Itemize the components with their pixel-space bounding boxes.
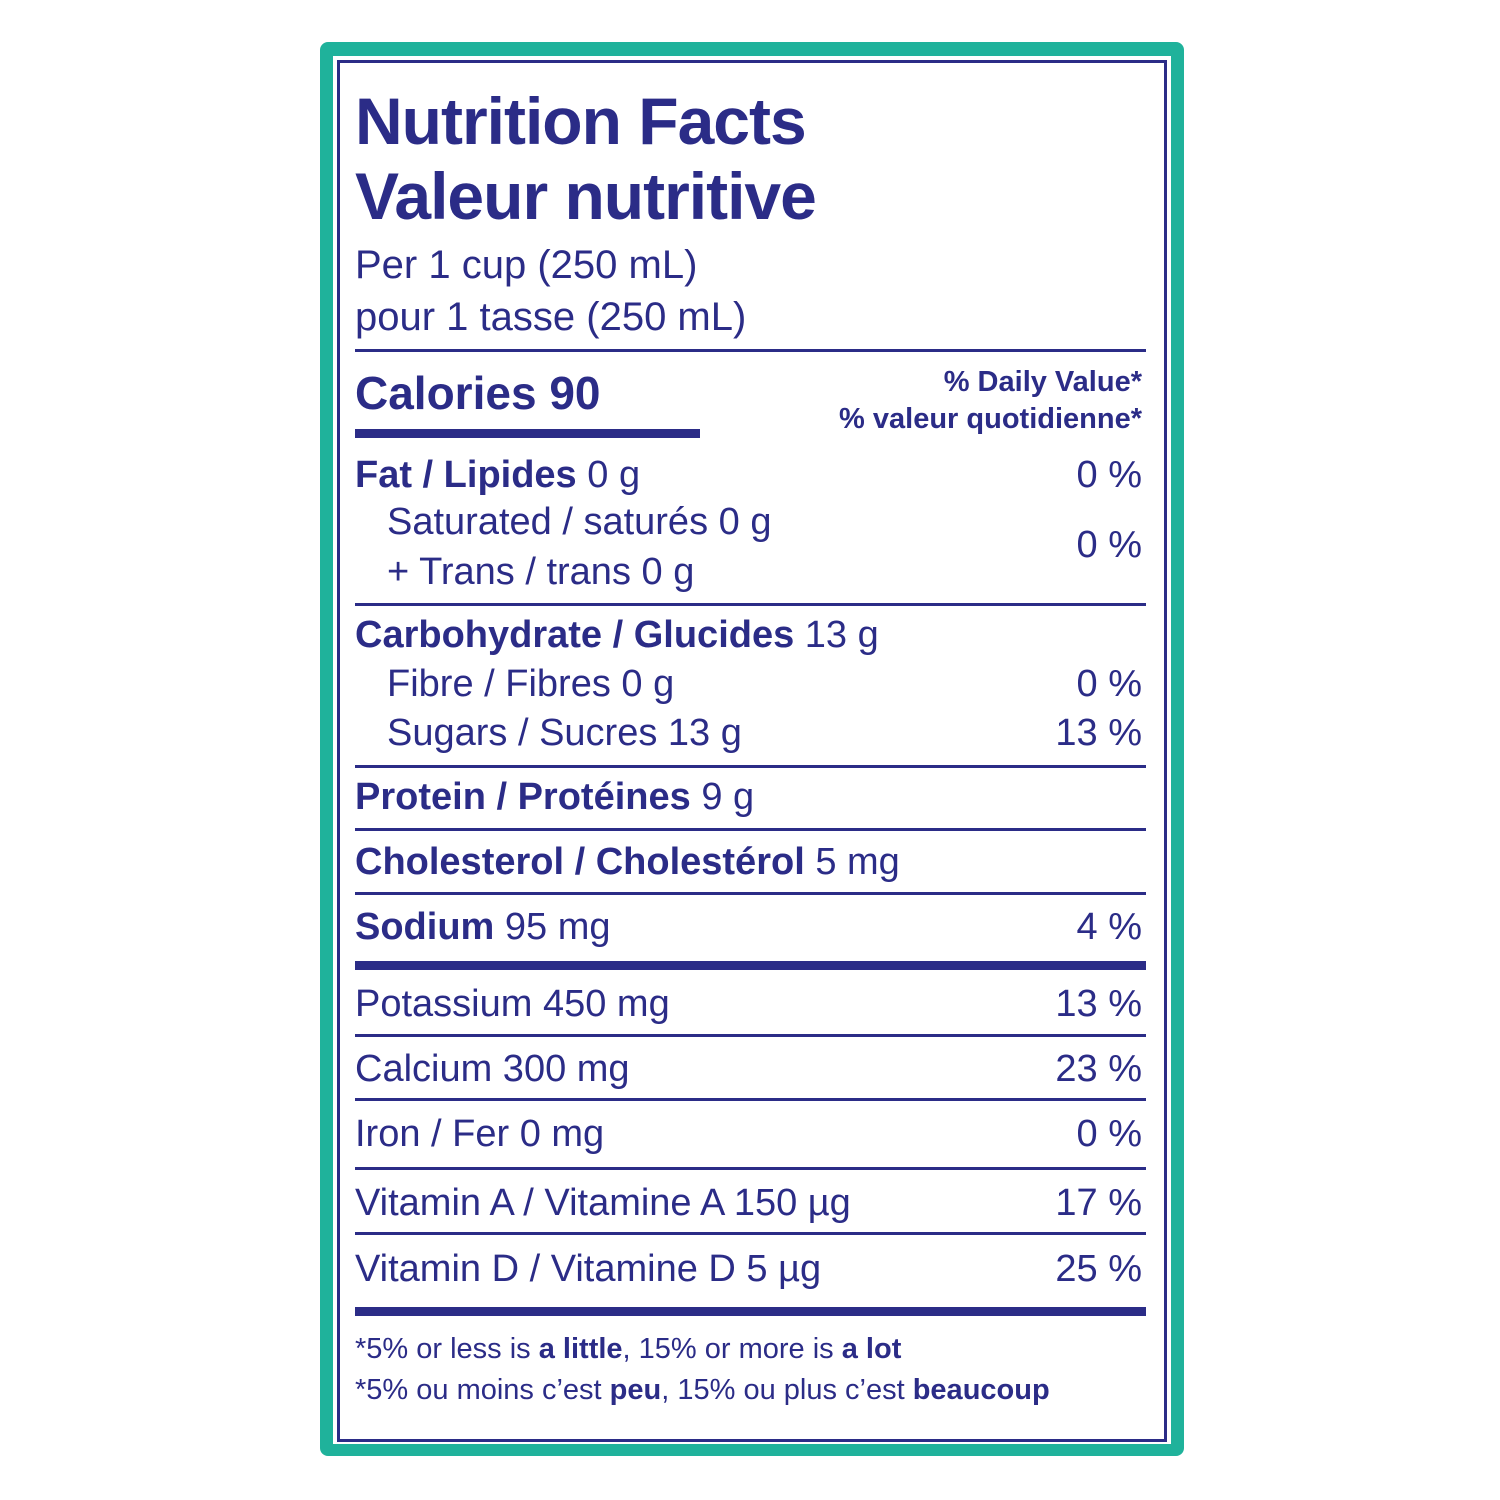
dv-header: % Daily Value* [943,366,1142,398]
calories: Calories 90 [355,370,600,416]
footnote-text: , 15% or more is [622,1333,842,1365]
dv-header: % valeur quotidienne* [839,403,1142,435]
daily-value: 25 % [1055,1248,1142,1290]
title: Valeur nutritive [355,159,817,233]
daily-value: 0 % [1076,663,1142,705]
serving-size: Per 1 cup (250 mL) [355,243,698,287]
nutrient-row: Calcium 300 mg [355,1048,630,1090]
nutrient-row: Sugars / Sucres 13 g [387,712,742,754]
nutrient-row: Fat / Lipides 0 g [355,456,640,494]
nutrient-name: Fat / Lipides [355,454,577,496]
divider [355,1167,1146,1170]
footnote-text: *5% or less is [355,1333,539,1365]
nutrient-amount: 13 g [804,614,879,656]
divider [355,1098,1146,1101]
calories-amount: 90 [549,367,601,419]
daily-value: 13 % [1055,983,1142,1025]
daily-value: 17 % [1055,1182,1142,1224]
divider [355,828,1146,831]
serving-size: pour 1 tasse (250 mL) [355,295,747,339]
nutrient-row: Vitamin D / Vitamine D 5 µg [355,1248,822,1290]
daily-value: 13 % [1055,712,1142,754]
footnote: *5% or less is a little, 15% or more is … [355,1335,901,1364]
nutrient-row: + Trans / trans 0 g [387,551,695,593]
nutrient-name: Carbohydrate / Glucides [355,614,795,656]
nutrient-row: Sodium 95 mg [355,908,611,946]
divider [355,765,1146,768]
calories-label: Calories [355,367,537,419]
calories-underline [355,429,700,438]
thick-divider [355,1307,1146,1316]
nutrient-row: Cholesterol / Cholestérol 5 mg [355,843,900,881]
footnote-text: *5% ou moins c’est [355,1374,610,1406]
divider [355,1034,1146,1037]
nutrient-name: Protein / Protéines [355,776,691,818]
nutrient-amount: 95 mg [504,906,611,948]
footnote-emphasis: beaucoup [912,1374,1050,1406]
daily-value: 23 % [1055,1048,1142,1090]
nutrient-name: Sodium [355,906,495,948]
divider [355,1232,1146,1235]
nutrient-row: Saturated / saturés 0 g [387,501,772,543]
footnote: *5% ou moins c’est peu, 15% ou plus c’es… [355,1376,1050,1405]
thick-divider [355,961,1146,970]
divider [355,603,1146,606]
nutrient-name: Cholesterol / Cholestérol [355,841,805,883]
label-border [337,60,1167,1442]
footnote-emphasis: peu [609,1374,662,1406]
daily-value: 0 % [1076,1113,1142,1155]
footnote-text: , 15% ou plus c’est [661,1374,913,1406]
nutrient-row: Fibre / Fibres 0 g [387,663,675,705]
nutrient-row: Iron / Fer 0 mg [355,1113,605,1155]
nutrient-amount: 0 g [587,454,641,496]
daily-value: 0 % [1076,524,1142,566]
nutrient-row: Carbohydrate / Glucides 13 g [355,616,879,654]
nutrient-row: Protein / Protéines 9 g [355,778,754,816]
label-panel [333,56,1171,1444]
daily-value: 4 % [1076,906,1142,948]
daily-value: 0 % [1076,454,1142,496]
title: Nutrition Facts [355,84,807,158]
nutrient-amount: 9 g [701,776,755,818]
nutrient-amount: 5 mg [815,841,900,883]
divider [355,892,1146,895]
footnote-emphasis: a little [538,1333,623,1365]
nutrient-row: Vitamin A / Vitamine A 150 µg [355,1182,851,1224]
divider [355,349,1146,352]
footnote-emphasis: a lot [841,1333,902,1365]
nutrient-row: Potassium 450 mg [355,983,670,1025]
